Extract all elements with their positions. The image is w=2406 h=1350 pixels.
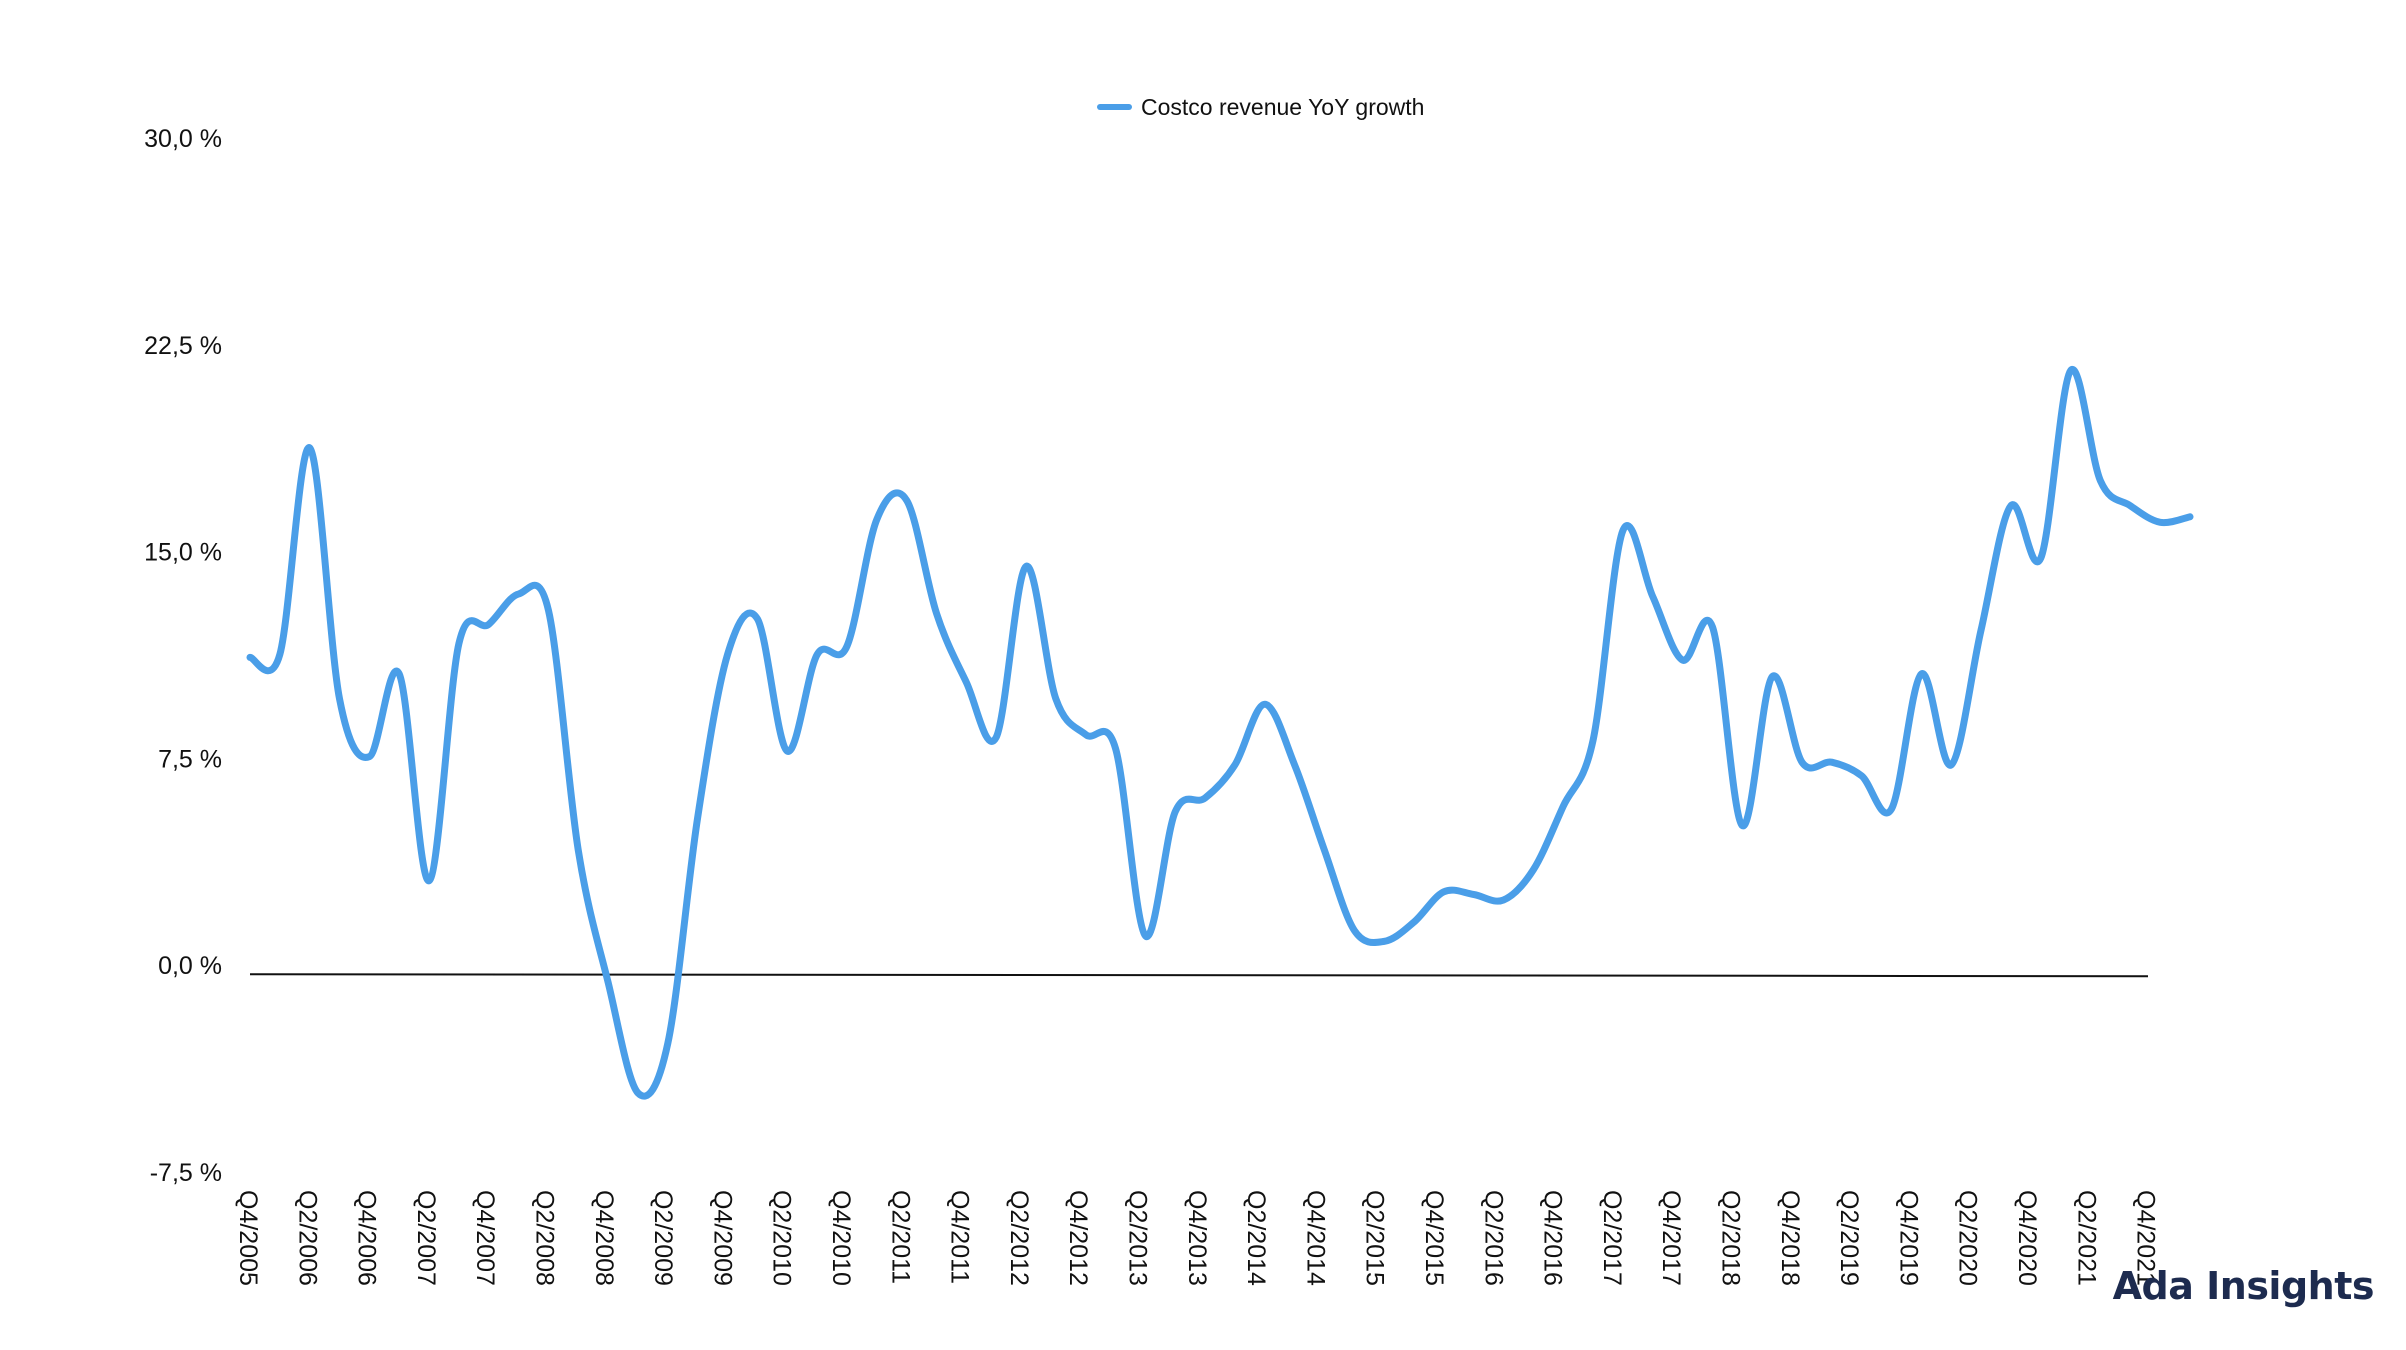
x-tick-label: Q2/2009 <box>649 1190 677 1286</box>
x-tick-label: Q4/2007 <box>471 1190 499 1286</box>
x-tick-label: Q2/2015 <box>1361 1190 1389 1286</box>
legend: Costco revenue YoY growth <box>1097 94 1424 120</box>
x-tick-label: Q4/2010 <box>827 1190 855 1286</box>
x-tick-label: Q2/2020 <box>1954 1190 1982 1286</box>
x-tick-label: Q2/2012 <box>1005 1190 1033 1286</box>
x-tick-label: Q4/2013 <box>1183 1190 1211 1286</box>
y-tick-label: 15,0 % <box>144 539 222 567</box>
y-tick-label: 30,0 % <box>144 125 222 153</box>
x-tick-label: Q2/2010 <box>768 1190 796 1286</box>
x-tick-label: Q2/2017 <box>1598 1190 1626 1286</box>
x-tick-label: Q2/2006 <box>293 1190 321 1286</box>
x-tick-label: Q4/2011 <box>946 1190 974 1284</box>
x-tick-label: Q4/2014 <box>1301 1190 1329 1286</box>
x-axis-ticks: Q4/2005 Q2/2006 Q4/2006 Q2/2007 Q4/2007 Q2/20… <box>234 1190 2160 1286</box>
legend-label: Costco revenue YoY growth <box>1141 94 1424 120</box>
y-tick-label: 7,5 % <box>158 745 222 773</box>
x-tick-label: Q4/2016 <box>1539 1190 1567 1286</box>
x-tick-label: Q4/2005 <box>234 1190 262 1286</box>
y-tick-label: 0,0 % <box>158 952 222 980</box>
y-tick-label: 22,5 % <box>144 332 222 360</box>
x-tick-label: Q4/2006 <box>353 1190 381 1286</box>
x-tick-label: Q4/2015 <box>1420 1190 1448 1286</box>
x-tick-label: Q2/2013 <box>1124 1190 1152 1286</box>
x-tick-label: Q4/2009 <box>708 1190 736 1286</box>
x-tick-label: Q4/2021 <box>2132 1190 2160 1286</box>
brand-logo: Ada Insights <box>2112 1264 2375 1308</box>
x-tick-label: Q2/2018 <box>1717 1190 1745 1286</box>
x-tick-label: Q4/2019 <box>1894 1190 1922 1286</box>
x-tick-label: Q2/2008 <box>531 1190 559 1286</box>
x-tick-label: Q2/2007 <box>412 1190 440 1286</box>
x-tick-label: Q4/2018 <box>1776 1190 1804 1286</box>
x-tick-label: Q4/2008 <box>590 1190 618 1286</box>
x-tick-label: Q4/2012 <box>1064 1190 1092 1286</box>
y-axis-ticks: 30,0 % 22,5 % 15,0 % 7,5 % 0,0 % -7,5 % <box>144 125 222 1187</box>
zero-baseline <box>249 973 2149 978</box>
x-tick-label: Q2/2019 <box>1835 1190 1863 1286</box>
x-tick-label: Q4/2017 <box>1657 1190 1685 1286</box>
y-tick-label: -7,5 % <box>150 1159 222 1187</box>
x-tick-label: Q4/2020 <box>2013 1190 2041 1286</box>
x-tick-label: Q2/2014 <box>1242 1190 1270 1286</box>
x-tick-label: Q2/2011 <box>886 1190 914 1284</box>
x-tick-label: Q2/2016 <box>1479 1190 1507 1286</box>
series-line-costco-revenue-yoy-growth <box>246 366 2194 1100</box>
x-tick-label: Q2/2021 <box>2072 1190 2100 1286</box>
